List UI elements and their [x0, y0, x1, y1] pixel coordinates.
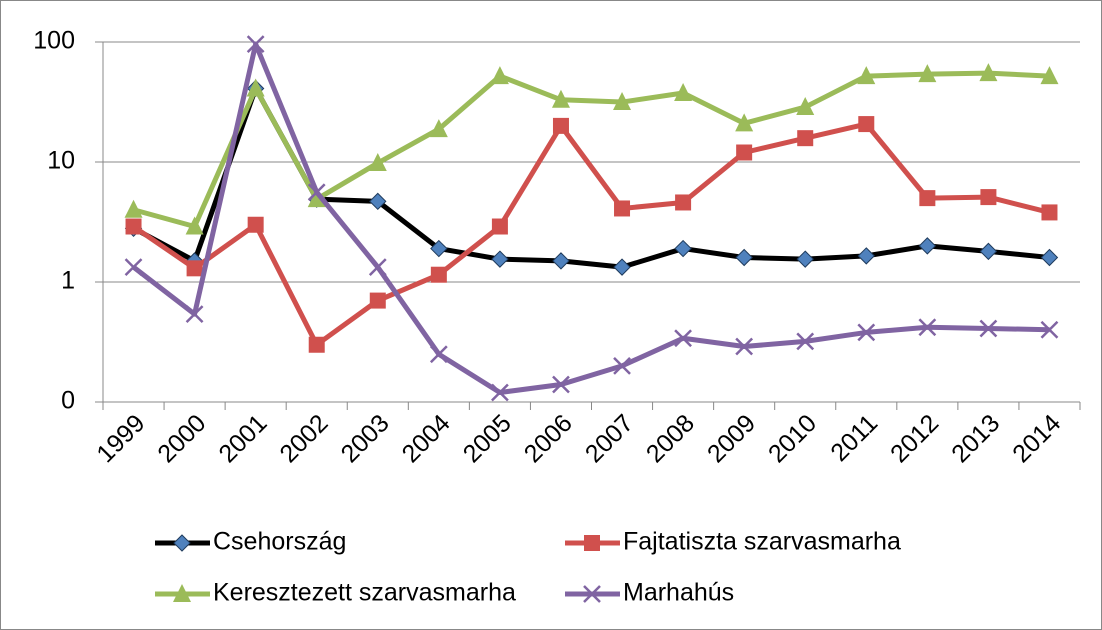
- marker: [368, 153, 387, 172]
- legend-label: Fajtatiszta szarvasmarha: [623, 528, 901, 556]
- marker: [735, 248, 753, 267]
- marker: [918, 237, 937, 255]
- marker: [125, 218, 142, 235]
- marker: [919, 190, 936, 207]
- marker: [979, 63, 998, 82]
- marker: [857, 66, 876, 85]
- marker: [124, 258, 143, 277]
- marker: [1040, 320, 1059, 339]
- series-line: [132, 121, 1051, 348]
- marker: [735, 113, 754, 132]
- marker: [857, 247, 875, 265]
- legend-label: Marhahús: [623, 579, 734, 607]
- marker: [307, 189, 326, 208]
- marker: [185, 216, 204, 235]
- marker: [308, 336, 325, 353]
- marker: [979, 319, 998, 338]
- marker: [797, 130, 814, 147]
- marker: [173, 534, 191, 552]
- series: [124, 63, 1059, 235]
- marker: [491, 218, 508, 235]
- marker: [124, 199, 143, 218]
- marker: [246, 78, 265, 97]
- marker: [551, 89, 570, 108]
- series: [124, 35, 1059, 402]
- marker: [552, 375, 570, 394]
- marker: [918, 64, 937, 83]
- y-tick-label: 0: [61, 387, 75, 415]
- marker: [552, 252, 570, 270]
- marker: [674, 239, 692, 258]
- series-line: [132, 70, 1050, 230]
- marker: [796, 97, 815, 116]
- marker: [186, 260, 203, 277]
- marker: [613, 356, 631, 375]
- series: [125, 116, 1058, 353]
- marker: [1041, 204, 1058, 221]
- marker: [307, 183, 326, 202]
- marker: [674, 82, 693, 101]
- marker: [430, 266, 447, 283]
- marker: [584, 535, 600, 551]
- marker: [858, 116, 875, 133]
- y-tick-label: 10: [47, 147, 75, 175]
- marker: [796, 250, 814, 268]
- legend-label: Keresztezett szarvasmarha: [213, 579, 516, 607]
- marker: [247, 216, 264, 233]
- marker: [613, 92, 632, 111]
- marker: [185, 305, 204, 323]
- marker: [857, 323, 876, 342]
- marker: [369, 292, 386, 309]
- marker: [980, 189, 997, 206]
- marker: [173, 584, 191, 602]
- marker: [552, 117, 569, 134]
- marker: [674, 329, 692, 348]
- marker: [796, 332, 815, 351]
- y-tick-label: 100: [33, 27, 75, 55]
- marker: [918, 318, 937, 337]
- marker: [368, 258, 387, 277]
- marker: [979, 242, 998, 261]
- legend-label: Csehország: [213, 528, 346, 556]
- marker: [491, 250, 509, 268]
- marker: [735, 337, 754, 356]
- marker: [430, 239, 448, 258]
- marker: [246, 35, 265, 54]
- marker: [583, 585, 601, 603]
- marker: [1040, 66, 1059, 85]
- marker: [490, 66, 509, 85]
- marker: [429, 119, 448, 138]
- marker: [429, 345, 448, 364]
- marker: [1040, 248, 1059, 267]
- marker: [369, 192, 387, 211]
- marker: [736, 144, 753, 161]
- marker: [613, 258, 631, 276]
- y-tick-label: 1: [61, 267, 75, 295]
- series-line: [132, 41, 1050, 395]
- marker: [614, 200, 631, 217]
- marker: [675, 194, 692, 211]
- marker: [491, 383, 509, 402]
